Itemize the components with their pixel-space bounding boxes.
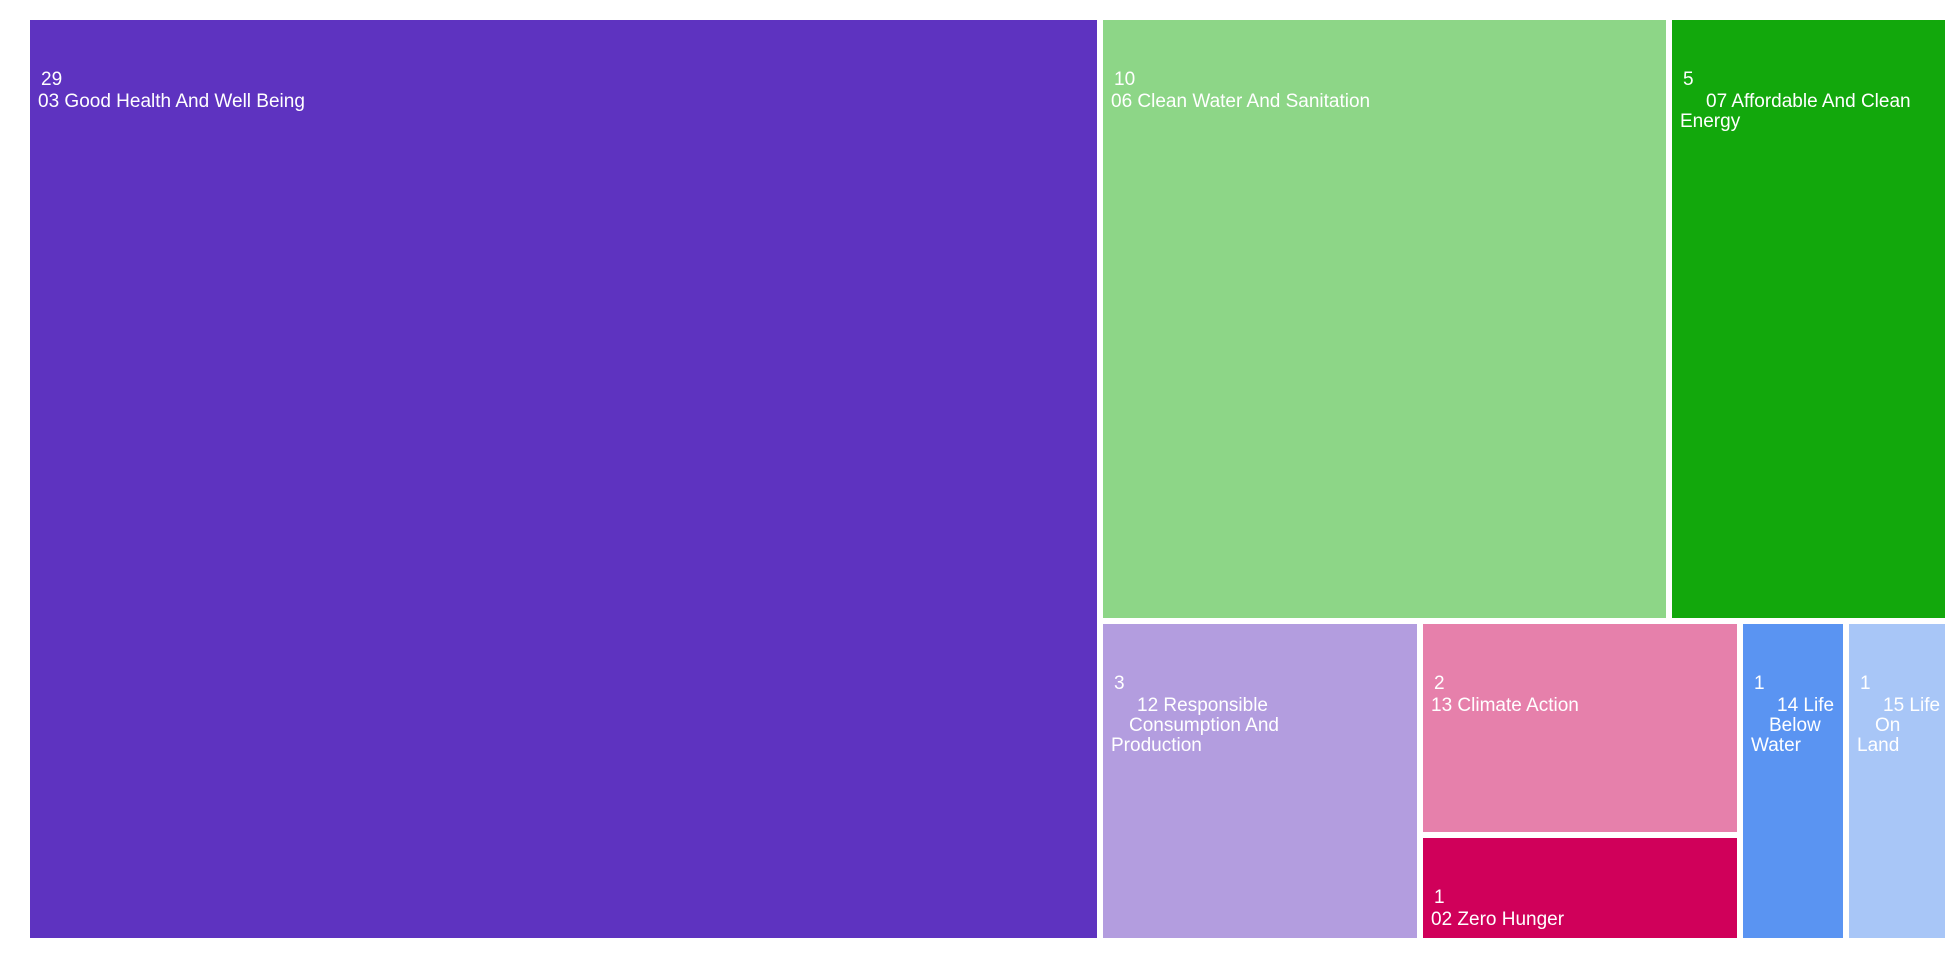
tile-category-label: 14 Life Below Water — [1751, 695, 1834, 756]
tile-category-label: 06 Clean Water And Sanitation — [1111, 91, 1370, 112]
tile-category-label-line: 02 Zero Hunger — [1431, 909, 1565, 930]
tile-category-label-line: 15 Life — [1883, 695, 1940, 716]
treemap-tile-rect[interactable] — [1672, 20, 1945, 618]
tile-category-label-line: Energy — [1680, 111, 1741, 132]
treemap-tile[interactable]: 507 Affordable And Clean Energy — [1672, 20, 1945, 618]
treemap-tile[interactable]: 213 Climate Action — [1423, 624, 1737, 832]
tile-category-label-line: 14 Life — [1777, 695, 1834, 716]
tile-category-label-line: 06 Clean Water And Sanitation — [1111, 91, 1370, 112]
tile-category-label-line: Below — [1769, 715, 1821, 736]
treemap-tile[interactable]: 114 Life Below Water — [1743, 624, 1843, 938]
treemap-tile-rect[interactable] — [1849, 624, 1945, 938]
tile-category-label-line: 12 Responsible — [1137, 695, 1268, 716]
treemap-tile-rect[interactable] — [1743, 624, 1843, 938]
treemap-tile-rect[interactable] — [1103, 20, 1666, 618]
tile-category-label-line: Water — [1751, 735, 1802, 756]
tile-category-label-line: Land — [1857, 735, 1899, 756]
treemap-tile[interactable]: 312 Responsible Consumption And Production — [1103, 624, 1417, 938]
tile-value-label: 2 — [1434, 673, 1445, 694]
tile-category-label: 12 Responsible Consumption And Production — [1111, 695, 1279, 756]
tile-category-label-line: On — [1875, 715, 1900, 736]
tile-category-label: 07 Affordable And Clean Energy — [1680, 91, 1911, 132]
treemap-tile-rect[interactable] — [30, 20, 1097, 938]
treemap-tile-rect[interactable] — [1423, 624, 1737, 832]
tile-category-label-line: 03 Good Health And Well Being — [38, 91, 305, 112]
tile-value-label: 1 — [1754, 673, 1765, 694]
tile-value-label: 5 — [1683, 69, 1694, 90]
treemap-tile[interactable]: 115 Life On Land — [1849, 624, 1945, 938]
tile-category-label-line: 13 Climate Action — [1431, 695, 1579, 716]
tile-category-label-line: Production — [1111, 735, 1202, 756]
treemap-tile[interactable]: 102 Zero Hunger — [1423, 838, 1737, 938]
treemap-tile-rect[interactable] — [1423, 838, 1737, 938]
treemap-tile-rect[interactable] — [1103, 624, 1417, 938]
tile-value-label: 10 — [1114, 69, 1135, 90]
tile-category-label: 13 Climate Action — [1431, 695, 1579, 716]
tile-category-label-line: 07 Affordable And Clean — [1706, 91, 1911, 112]
tile-category-label: 03 Good Health And Well Being — [38, 91, 305, 112]
tile-value-label: 1 — [1434, 887, 1445, 908]
tile-value-label: 3 — [1114, 673, 1125, 694]
tile-value-label: 29 — [41, 69, 62, 90]
tile-value-label: 1 — [1860, 673, 1871, 694]
tile-category-label-line: Consumption And — [1129, 715, 1279, 736]
tile-category-label: 15 Life On Land — [1857, 695, 1940, 756]
tile-category-label: 02 Zero Hunger — [1431, 909, 1565, 930]
